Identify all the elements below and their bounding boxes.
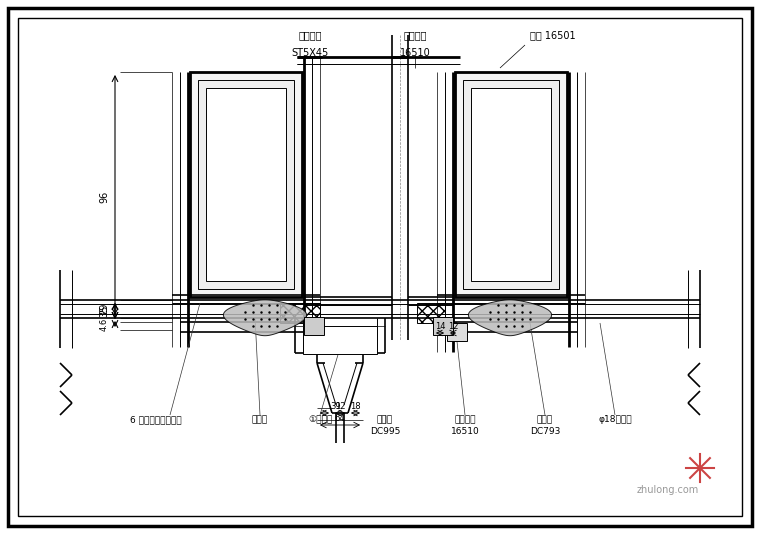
Text: 结构胶: 结构胶 bbox=[377, 415, 393, 424]
Polygon shape bbox=[223, 300, 306, 336]
Text: 29: 29 bbox=[99, 303, 109, 315]
Polygon shape bbox=[468, 300, 552, 336]
Text: φ18硅泡棉: φ18硅泡棉 bbox=[598, 415, 632, 424]
Bar bbox=[433, 317, 453, 335]
Bar bbox=[303, 326, 377, 354]
Text: ①开胶条: ①开胶条 bbox=[308, 415, 332, 424]
Text: 4.6: 4.6 bbox=[100, 317, 109, 331]
Bar bbox=[471, 88, 551, 281]
Bar bbox=[463, 80, 559, 289]
Text: 35: 35 bbox=[99, 305, 109, 317]
Text: 自攻螺钉: 自攻螺钉 bbox=[298, 30, 321, 40]
Text: 密封条: 密封条 bbox=[252, 415, 268, 424]
Text: 6 厚化玻璃钢化玻璃: 6 厚化玻璃钢化玻璃 bbox=[130, 415, 182, 424]
Text: 密封胶: 密封胶 bbox=[537, 415, 553, 424]
Text: 16510: 16510 bbox=[451, 427, 480, 436]
Text: 12: 12 bbox=[448, 322, 458, 331]
Bar bbox=[190, 72, 302, 297]
Text: 18: 18 bbox=[350, 402, 360, 411]
Text: 开启窗扇: 开启窗扇 bbox=[454, 415, 476, 424]
Bar bbox=[198, 80, 294, 289]
Text: 开启窗扇: 开启窗扇 bbox=[404, 30, 427, 40]
Text: 12: 12 bbox=[334, 402, 345, 411]
Text: 主柱 16501: 主柱 16501 bbox=[530, 30, 575, 40]
Text: zhulong.com: zhulong.com bbox=[637, 485, 699, 495]
Bar bbox=[280, 303, 320, 323]
Bar bbox=[455, 72, 567, 297]
Bar bbox=[206, 88, 286, 281]
Text: ST5X45: ST5X45 bbox=[291, 48, 328, 58]
Bar bbox=[447, 323, 467, 341]
Text: 39: 39 bbox=[331, 402, 341, 411]
Text: 16510: 16510 bbox=[400, 48, 430, 58]
Text: 14: 14 bbox=[435, 322, 445, 331]
Bar bbox=[304, 317, 324, 335]
Text: DC995: DC995 bbox=[370, 427, 401, 436]
Text: 96: 96 bbox=[99, 191, 109, 203]
Bar bbox=[417, 303, 445, 323]
Text: DC793: DC793 bbox=[530, 427, 560, 436]
Text: 64: 64 bbox=[334, 414, 345, 423]
